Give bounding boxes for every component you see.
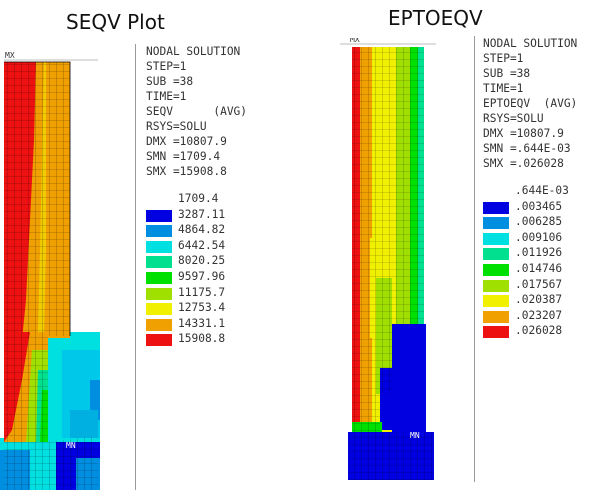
legend-swatch	[146, 303, 172, 316]
legend-swatch	[483, 310, 509, 323]
legend-value: 11175.7	[178, 285, 226, 299]
legend-swatch	[146, 256, 172, 269]
right-separator	[474, 36, 475, 482]
info-smx: SMX =15908.8	[146, 165, 227, 178]
left-separator	[135, 44, 136, 490]
legend-value: 6442.54	[178, 238, 226, 252]
legend-value: 14331.1	[178, 316, 226, 330]
legend-swatch	[146, 334, 172, 347]
legend-value: .023207	[515, 308, 563, 322]
mx-marker: MX	[5, 51, 15, 60]
legend-value: .026028	[515, 324, 563, 338]
info-quantity: EPTOEQV (AVG)	[483, 97, 578, 110]
legend-swatch	[483, 248, 509, 261]
left-solution-info: NODAL SOLUTION STEP=1 SUB =38 TIME=1 SEQV (A…	[146, 44, 247, 179]
legend-swatch	[483, 295, 509, 308]
legend-swatch	[483, 326, 509, 339]
left-plot-title: SEQV Plot	[66, 10, 165, 34]
legend-swatch	[146, 287, 172, 300]
legend-swatch	[483, 232, 509, 245]
info-smn: SMN =1709.4	[146, 150, 221, 163]
info-smn: SMN =.644E-03	[483, 142, 571, 155]
legend-swatch	[483, 263, 509, 276]
legend-value: .003465	[515, 199, 563, 213]
legend-swatch	[483, 201, 509, 214]
legend-swatch	[146, 271, 172, 284]
mn-marker: MN	[66, 441, 76, 450]
legend-value: 12753.4	[178, 301, 226, 315]
info-sub: SUB =38	[483, 67, 531, 80]
info-step: STEP=1	[146, 60, 187, 73]
eptoeqv-contour-plot: MX MN	[340, 38, 436, 480]
mx-marker: MX	[350, 38, 360, 44]
legend-swatch	[483, 279, 509, 292]
legend-value: 3287.11	[178, 207, 226, 221]
info-dmx: DMX =10807.9	[146, 135, 227, 148]
info-smx: SMX =.026028	[483, 157, 564, 170]
legend-swatch	[483, 217, 509, 230]
seqv-contour-plot: MX MN	[0, 51, 100, 490]
legend-value: .014746	[515, 261, 563, 275]
info-time: TIME=1	[146, 90, 187, 103]
legend-min-value: 1709.4	[178, 192, 219, 205]
info-rsys: RSYS=SOLU	[483, 112, 544, 125]
info-header: NODAL SOLUTION	[146, 45, 241, 58]
right-plot-title: EPTOEQV	[388, 6, 483, 30]
mn-marker: MN	[410, 431, 420, 440]
info-quantity: SEQV (AVG)	[146, 105, 248, 118]
right-solution-info: NODAL SOLUTION STEP=1 SUB =38 TIME=1 EPTOEQV…	[483, 36, 577, 171]
legend-value: 4864.82	[178, 223, 226, 237]
legend-min-value: .644E-03	[515, 184, 569, 197]
legend-value: 8020.25	[178, 254, 226, 268]
info-step: STEP=1	[483, 52, 524, 65]
legend-swatch	[146, 240, 172, 253]
info-rsys: RSYS=SOLU	[146, 120, 207, 133]
legend-swatch	[146, 225, 172, 238]
info-time: TIME=1	[483, 82, 524, 95]
legend-value: 15908.8	[178, 332, 226, 346]
info-dmx: DMX =10807.9	[483, 127, 564, 140]
legend-value: .020387	[515, 293, 563, 307]
info-sub: SUB =38	[146, 75, 194, 88]
info-header: NODAL SOLUTION	[483, 37, 578, 50]
legend-value: .017567	[515, 277, 563, 291]
legend-value: .009106	[515, 230, 563, 244]
legend-value: 9597.96	[178, 269, 226, 283]
legend-value: .011926	[515, 246, 563, 260]
legend-value: .006285	[515, 215, 563, 229]
legend-swatch	[146, 318, 172, 331]
legend-swatch	[146, 209, 172, 222]
